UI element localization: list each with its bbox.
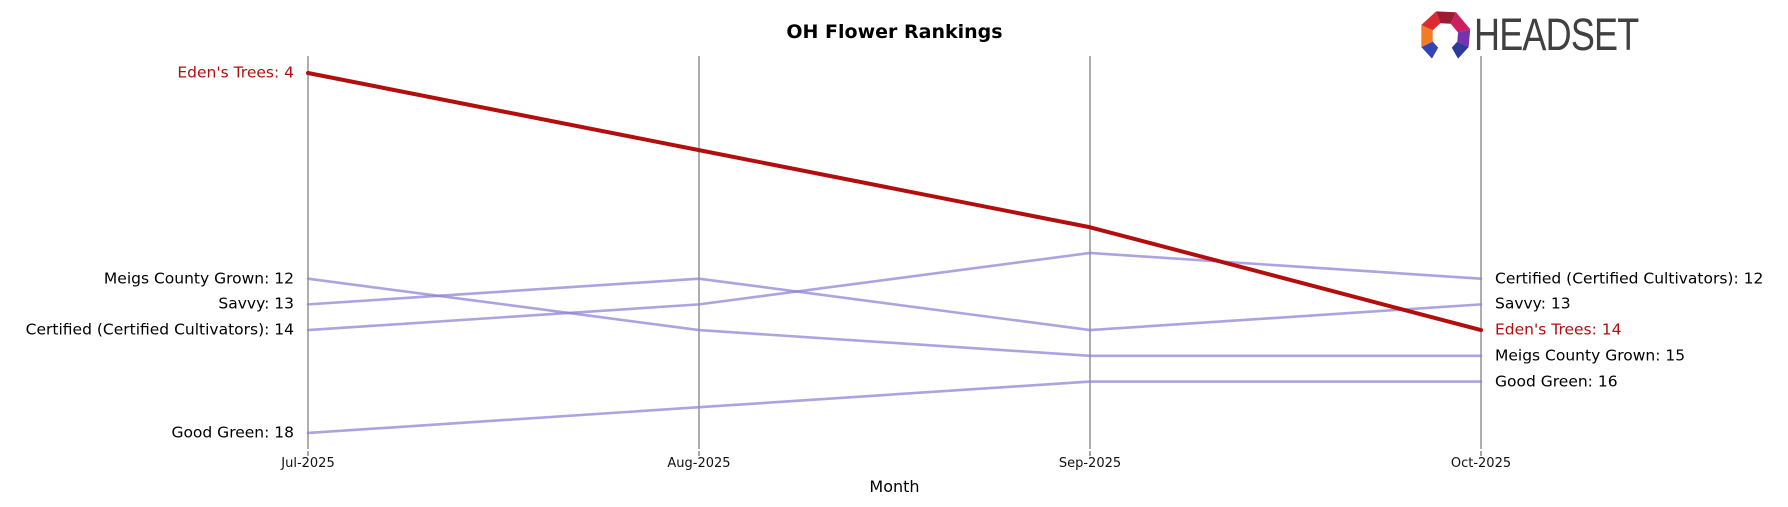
series-endpoint-label-right: Savvy: 13 — [1495, 294, 1571, 313]
series-endpoint-label-left: Eden's Trees: 4 — [177, 63, 294, 82]
series-line — [306, 251, 1483, 332]
series-endpoint-label-right: Certified (Certified Cultivators): 12 — [1495, 268, 1764, 287]
series-endpoint-label-left: Certified (Certified Cultivators): 14 — [25, 320, 294, 339]
series-endpoint-label-right: Eden's Trees: 14 — [1495, 320, 1622, 339]
series-line — [306, 71, 1483, 333]
headset-logo-icon — [1421, 11, 1471, 59]
month-tick-label: Oct-2025 — [1450, 456, 1512, 471]
series-endpoint-label-left: Good Green: 18 — [171, 423, 294, 442]
series-endpoint-label-left: Savvy: 13 — [218, 294, 294, 313]
month-tick-label: Jul-2025 — [281, 456, 335, 471]
month-tick-label: Aug-2025 — [667, 456, 731, 471]
month-tick-label: Sep-2025 — [1058, 456, 1122, 471]
series-line — [306, 277, 1483, 358]
headset-logo: HEADSET — [1416, 6, 1680, 64]
series-line — [306, 277, 1483, 332]
series-endpoint-label-right: Meigs County Grown: 15 — [1495, 346, 1686, 365]
series-line — [306, 380, 1483, 435]
x-axis-label: Month — [869, 477, 920, 496]
series-endpoint-label-right: Good Green: 16 — [1495, 371, 1618, 390]
chart-title: OH Flower Rankings — [786, 21, 1003, 43]
series-endpoint-label-left: Meigs County Grown: 12 — [103, 268, 294, 287]
headset-logo-text: HEADSET — [1474, 9, 1639, 60]
